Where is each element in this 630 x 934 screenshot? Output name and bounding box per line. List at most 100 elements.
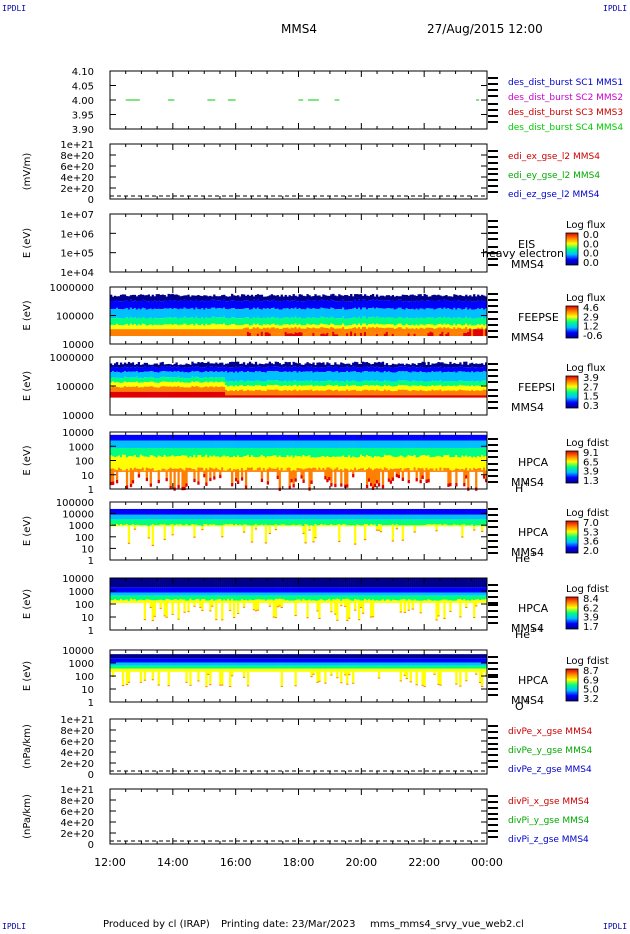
spectro-cell-hpca_he <box>207 514 210 520</box>
spectro-cell-hpca_h <box>443 455 446 468</box>
spectro-cell-hpca_h <box>254 447 258 458</box>
spectro-cell-feepse <box>471 301 474 310</box>
spectro-cell-feepse <box>260 301 264 310</box>
spectro-cell-hpca_h <box>393 447 397 458</box>
spectro-cell-hpca_he <box>169 514 172 520</box>
spectro-cell-feepse <box>381 308 385 318</box>
spectro-cell-hpca_h <box>457 457 460 469</box>
spectro-cell-hpca_he <box>177 508 180 515</box>
spectro-cell-hpca_he <box>381 525 385 527</box>
spectro-cell-hpca_h <box>197 447 200 456</box>
spectro-cell-feepse <box>348 325 351 329</box>
spectro-cell-hpca_he <box>209 524 212 526</box>
spectro-cell-hpca_h <box>427 440 430 448</box>
spectro-cell-feepsi <box>417 363 420 368</box>
spectro-cell-feepsi <box>411 371 414 381</box>
spectro-cell-feepse <box>205 307 208 318</box>
spectro-cell-hpca_h <box>272 440 275 448</box>
spectro-cell-feepsi <box>367 371 371 382</box>
spectro-cell-hpca_h <box>427 469 430 479</box>
spectro-cell-feepse <box>110 324 113 329</box>
spectro-cell-feepse <box>169 294 172 301</box>
spectro-cell-feepsi <box>264 381 268 387</box>
spectro-cell-feepse <box>328 318 331 326</box>
spectro-cell-feepse <box>395 318 399 325</box>
spectro-cell-feepse <box>361 333 365 337</box>
spectro-cell-feepsi <box>189 382 192 388</box>
spectro-cell-hpca_h <box>244 485 248 489</box>
spectro-cell-hpca_he <box>199 519 202 527</box>
spectro-cell-feepse <box>157 317 160 325</box>
spectro-cell-hpca_he <box>219 514 222 520</box>
spectro-cell-feepsi <box>451 385 454 391</box>
spectro-cell-feepsi <box>471 385 474 390</box>
spectro-cell-feepse <box>469 324 472 328</box>
spectro-cell-hpca_h <box>288 447 291 457</box>
spectro-cell-feepsi <box>429 390 432 396</box>
spectro-cell-feepse <box>453 307 456 318</box>
spectro-cell-hpca_h <box>205 440 208 448</box>
spectro-cell-feepsi <box>439 389 442 396</box>
spectro-cell-hpca_he <box>360 514 363 520</box>
spectro-cell-feepsi <box>346 384 349 390</box>
spectro-cell-feepsi <box>233 381 236 387</box>
spectro-cell-feepsi <box>409 386 412 392</box>
spectro-cell-feepsi <box>235 395 238 398</box>
spectro-cell-feepsi <box>342 381 345 386</box>
spectro-cell-hpca_h <box>163 455 166 469</box>
spectro-cell-hpca_he <box>254 514 258 520</box>
spectro-cell-feepse <box>373 300 377 309</box>
spectro-cell-feepsi <box>475 395 478 398</box>
spectro-cell-feepse <box>449 309 452 319</box>
spectro-cell-feepse <box>121 329 125 337</box>
spectro-cell-hpca_h <box>219 457 222 471</box>
spectro-cell-feepsi <box>246 371 250 381</box>
spectro-cell-feepse <box>236 328 240 330</box>
spectro-cell-feepsi <box>209 377 212 382</box>
spectro-cell-feepse <box>405 317 408 324</box>
spectro-cell-feepsi <box>457 363 460 368</box>
spectro-cell-hpca_he <box>231 514 234 520</box>
spectro-cell-hpca_he <box>147 537 150 539</box>
spectro-cell-feepsi <box>227 367 230 373</box>
spectro-cell-hpca_he <box>274 528 277 531</box>
spectro-cell-hpca_h <box>365 440 369 448</box>
spectro-cell-hpca_he <box>300 508 303 515</box>
spectro-cell-feepsi <box>282 395 285 398</box>
spectro-cell-feepsi <box>447 381 450 386</box>
spectro-cell-hpca_h <box>127 434 131 441</box>
spectro-cell-hpca_h <box>471 434 474 441</box>
spectro-cell-hpca_h <box>318 447 321 458</box>
spectro-cell-feepse <box>360 309 363 319</box>
spectro-cell-hpca_h <box>391 447 395 457</box>
spectro-cell-feepsi <box>431 389 434 396</box>
spectro-cell-feepse <box>399 323 402 328</box>
spectro-cell-hpca_h <box>165 440 168 448</box>
spectro-cell-feepsi <box>155 372 158 379</box>
spectro-cell-feepsi <box>322 367 325 373</box>
spectro-cell-feepse <box>282 300 285 309</box>
spectro-cell-feepsi <box>211 366 214 372</box>
spectro-cell-feepse <box>395 300 399 309</box>
spectro-cell-hpca_h <box>344 440 347 448</box>
spectro-cell-hpca_he <box>135 514 139 520</box>
spectro-cell-hpca_h <box>165 456 168 471</box>
spectro-cell-hpca_h <box>473 447 476 457</box>
spectro-cell-hpca_h <box>125 457 129 469</box>
spectro-cell-feepse <box>310 328 313 332</box>
spectro-cell-feepsi <box>129 391 133 398</box>
spectro-cell-hpca_h <box>115 447 119 457</box>
spectro-cell-hpca_he <box>304 514 307 520</box>
spectro-cell-feepsi <box>236 386 240 392</box>
spectro-cell-feepsi <box>171 367 174 372</box>
spectro-cell-hpca_he <box>201 526 204 529</box>
spectro-cell-feepsi <box>157 372 160 379</box>
spectro-cell-feepse <box>459 317 462 325</box>
spectro-cell-hpca_h <box>274 434 277 441</box>
spectro-cell-feepse <box>485 317 488 325</box>
spectro-cell-feepse <box>183 307 186 317</box>
spectro-cell-feepse <box>189 300 192 309</box>
legend-des-2: des_dist_burst SC3 MMS3 <box>508 108 623 118</box>
spectro-cell-feepse <box>427 317 430 325</box>
spectro-cell-feepsi <box>365 366 369 372</box>
